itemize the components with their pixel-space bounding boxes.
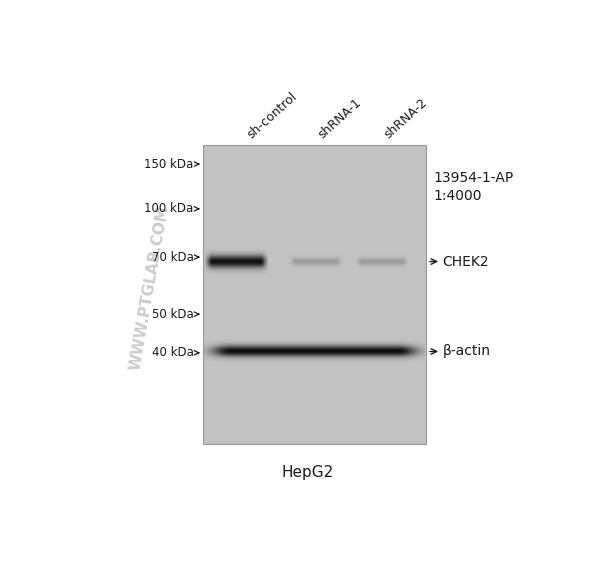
Text: 150 kDa: 150 kDa xyxy=(145,157,194,170)
Text: shRNA-1: shRNA-1 xyxy=(316,96,364,141)
Text: WWW.PTGLAB.COM: WWW.PTGLAB.COM xyxy=(128,204,171,372)
Text: β-actin: β-actin xyxy=(442,344,490,359)
Text: CHEK2: CHEK2 xyxy=(442,255,489,268)
Text: 13954-1-AP
1:4000: 13954-1-AP 1:4000 xyxy=(433,170,513,203)
Text: 50 kDa: 50 kDa xyxy=(152,308,194,321)
Text: HepG2: HepG2 xyxy=(281,465,334,480)
Text: 40 kDa: 40 kDa xyxy=(152,347,194,359)
Text: 70 kDa: 70 kDa xyxy=(152,251,194,264)
Text: 100 kDa: 100 kDa xyxy=(145,202,194,215)
FancyBboxPatch shape xyxy=(203,145,426,443)
Text: sh-control: sh-control xyxy=(245,89,299,141)
Text: shRNA-2: shRNA-2 xyxy=(382,96,430,141)
